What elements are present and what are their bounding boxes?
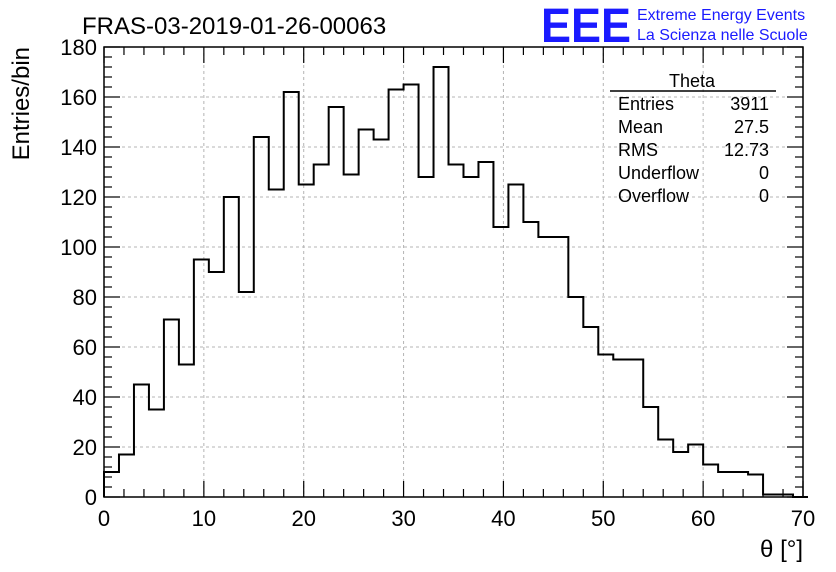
y-tick-label: 80 xyxy=(73,285,97,310)
y-tick-label: 60 xyxy=(73,335,97,360)
y-tick-labels: 0 20 40 60 80 100 120 140 160 180 xyxy=(60,35,97,510)
histogram-bin xyxy=(254,137,269,497)
x-axis-title: θ [°] xyxy=(760,536,803,563)
histogram-bin xyxy=(104,472,119,497)
histogram-bin xyxy=(553,237,568,497)
chart-title: FRAS-03-2019-01-26-00063 xyxy=(82,13,386,40)
histogram-bin xyxy=(389,90,404,498)
histogram-bin xyxy=(673,452,688,497)
histogram-bin xyxy=(478,162,493,497)
histogram-bin xyxy=(239,292,254,497)
stats-value: 12.73 xyxy=(724,140,769,160)
stats-value: 0 xyxy=(759,186,769,206)
x-tick-label: 60 xyxy=(691,506,715,531)
histogram-bin xyxy=(194,260,209,498)
x-tick-label: 70 xyxy=(791,506,815,531)
stats-label: Entries xyxy=(618,94,674,114)
histogram-bin xyxy=(568,297,583,497)
stats-value: 0 xyxy=(759,163,769,183)
histogram-bin xyxy=(733,472,748,497)
histogram-bin xyxy=(164,320,179,498)
histogram-bin xyxy=(643,407,658,497)
histogram-bin xyxy=(434,67,449,497)
histogram-bin xyxy=(703,465,718,498)
eee-logo: EEE xyxy=(541,0,631,53)
histogram-bin xyxy=(374,140,389,498)
histogram-bin xyxy=(299,185,314,498)
histogram-bin xyxy=(658,440,673,498)
histogram-bin xyxy=(748,475,763,498)
x-tick-label: 10 xyxy=(192,506,216,531)
x-tick-label: 0 xyxy=(98,506,110,531)
histogram-bin xyxy=(688,445,703,498)
x-tick-labels: 0 10 20 30 40 50 60 70 xyxy=(98,506,815,531)
x-tick-label: 50 xyxy=(591,506,615,531)
stats-label: Underflow xyxy=(618,163,700,183)
x-tick-label: 30 xyxy=(391,506,415,531)
histogram-bin xyxy=(119,455,134,498)
y-axis-title: Entries/bin xyxy=(8,47,35,160)
plot-frame xyxy=(103,46,804,498)
y-tick-label: 0 xyxy=(85,485,97,510)
histogram-bin xyxy=(284,92,299,497)
histogram-bin xyxy=(449,165,464,498)
stats-value: 3911 xyxy=(730,94,769,114)
stats-box: Theta Entries 3911 Mean 27.5 RMS 12.73 Underfl… xyxy=(610,71,776,206)
y-tick-label: 160 xyxy=(60,85,97,110)
histogram-bin xyxy=(493,227,508,497)
histogram-bin xyxy=(179,365,194,498)
y-tick-label: 100 xyxy=(60,235,97,260)
histogram-bin xyxy=(404,85,419,498)
brand-line-2: La Scienza nelle Scuole xyxy=(637,27,808,44)
histogram-bin xyxy=(628,360,643,498)
histogram-bin xyxy=(269,190,284,498)
histogram-bin xyxy=(463,177,478,497)
histogram-bin xyxy=(523,222,538,497)
y-tick-label: 180 xyxy=(60,35,97,60)
histogram-bin xyxy=(134,385,149,498)
histogram-bin xyxy=(344,175,359,498)
histogram-bin xyxy=(718,472,733,497)
stats-label: Overflow xyxy=(618,186,690,206)
brand-line-1: Extreme Energy Events xyxy=(637,7,805,24)
histogram-bin xyxy=(419,177,434,497)
y-tick-label: 40 xyxy=(73,385,97,410)
y-tick-label: 140 xyxy=(60,135,97,160)
stats-label: Mean xyxy=(618,117,663,137)
histogram-bin xyxy=(209,272,224,497)
axis-ticks xyxy=(103,46,804,498)
histogram-bin xyxy=(538,237,553,497)
histogram-outline xyxy=(103,66,808,498)
histogram xyxy=(103,66,808,498)
y-tick-label: 20 xyxy=(73,435,97,460)
x-tick-label: 20 xyxy=(291,506,315,531)
histogram-bin xyxy=(598,355,613,498)
stats-value: 27.5 xyxy=(734,117,769,137)
histogram-bin xyxy=(613,360,628,498)
histogram-bin xyxy=(583,327,598,497)
stats-header: Theta xyxy=(669,71,716,91)
stats-label: RMS xyxy=(618,140,658,160)
histogram-bin xyxy=(329,107,344,497)
x-tick-label: 40 xyxy=(491,506,515,531)
histogram-bin xyxy=(359,130,374,498)
grid xyxy=(104,47,803,497)
histogram-bin xyxy=(149,410,164,498)
y-tick-label: 120 xyxy=(60,185,97,210)
histogram-bin xyxy=(508,185,523,498)
